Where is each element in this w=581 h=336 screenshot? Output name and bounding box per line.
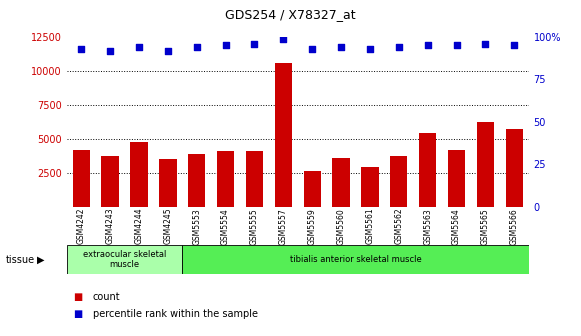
Bar	[246, 151, 263, 207]
Text: GSM4244: GSM4244	[134, 208, 144, 244]
Point	[106, 48, 115, 53]
Text: tibialis anterior skeletal muscle: tibialis anterior skeletal muscle	[289, 255, 421, 264]
Bar	[448, 150, 465, 207]
Bar	[102, 157, 119, 207]
Bar	[390, 157, 407, 207]
Point	[510, 43, 519, 48]
Text: GSM4245: GSM4245	[163, 208, 173, 244]
Text: GSM5566: GSM5566	[510, 208, 519, 245]
Point	[423, 43, 432, 48]
Bar	[73, 150, 90, 207]
Point	[134, 44, 144, 50]
Text: GSM5565: GSM5565	[481, 208, 490, 245]
Bar	[67, 245, 182, 274]
Point	[336, 44, 346, 50]
Text: GSM5557: GSM5557	[279, 208, 288, 245]
Point	[365, 46, 375, 51]
Text: GSM5564: GSM5564	[452, 208, 461, 245]
Point	[307, 46, 317, 51]
Bar	[361, 167, 379, 207]
Text: GSM5562: GSM5562	[394, 208, 403, 244]
Point	[221, 43, 230, 48]
Text: GSM4242: GSM4242	[77, 208, 86, 244]
Bar	[505, 129, 523, 207]
Text: percentile rank within the sample: percentile rank within the sample	[93, 309, 258, 319]
Text: tissue: tissue	[6, 255, 35, 264]
Text: GSM5553: GSM5553	[192, 208, 201, 245]
Bar	[217, 151, 234, 207]
Bar	[275, 63, 292, 207]
Text: GSM4243: GSM4243	[106, 208, 114, 244]
Text: ■: ■	[73, 309, 82, 319]
Text: GDS254 / X78327_at: GDS254 / X78327_at	[225, 8, 356, 22]
Bar	[182, 245, 529, 274]
Text: extraocular skeletal
muscle: extraocular skeletal muscle	[83, 250, 166, 269]
Text: ▶: ▶	[37, 255, 44, 264]
Bar	[332, 158, 350, 207]
Text: count: count	[93, 292, 121, 302]
Point	[394, 44, 403, 50]
Bar	[419, 133, 436, 207]
Bar	[159, 159, 177, 207]
Point	[279, 36, 288, 41]
Point	[77, 46, 86, 51]
Bar	[188, 154, 206, 207]
Text: GSM5555: GSM5555	[250, 208, 259, 245]
Point	[163, 48, 173, 53]
Text: GSM5561: GSM5561	[365, 208, 374, 244]
Point	[250, 41, 259, 46]
Bar	[303, 171, 321, 207]
Text: GSM5559: GSM5559	[308, 208, 317, 245]
Point	[480, 41, 490, 46]
Point	[452, 43, 461, 48]
Text: GSM5563: GSM5563	[423, 208, 432, 245]
Text: GSM5560: GSM5560	[336, 208, 346, 245]
Text: ■: ■	[73, 292, 82, 302]
Bar	[130, 142, 148, 207]
Text: GSM5554: GSM5554	[221, 208, 230, 245]
Bar	[477, 123, 494, 207]
Point	[192, 44, 202, 50]
